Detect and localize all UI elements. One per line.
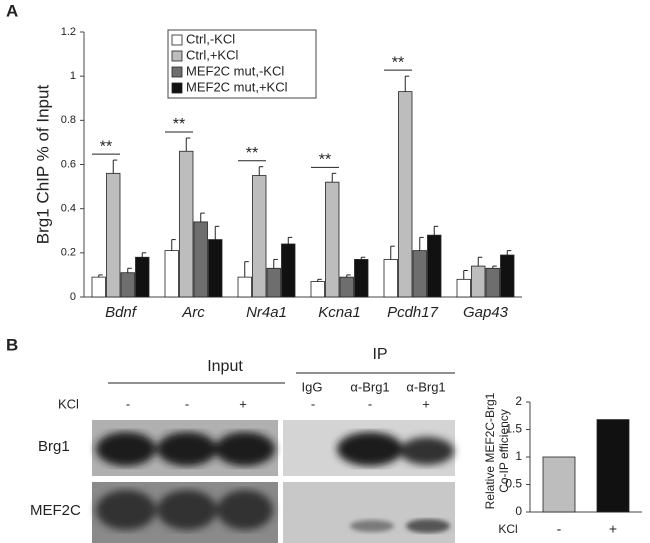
y-tick-label: 0 <box>515 504 522 518</box>
kcl-mark: + <box>239 396 247 411</box>
bar <box>383 259 398 298</box>
legend-box <box>167 29 317 99</box>
legend-swatch <box>171 82 183 94</box>
blot-image <box>92 420 455 543</box>
lane-label: α-Brg1 <box>406 379 445 394</box>
kcl-mark: - <box>185 396 189 411</box>
kcl-mark: - <box>126 396 130 411</box>
y-tick-label: 1 <box>70 70 76 82</box>
significance-label: ** <box>173 116 185 133</box>
panel-label: A <box>6 1 18 20</box>
kcl-mark: - <box>311 396 315 411</box>
bar <box>456 278 471 298</box>
bar <box>179 150 194 298</box>
bar <box>193 221 208 298</box>
y-axis-label: Relative MEF2C-Brg1 <box>483 392 497 509</box>
bar <box>252 175 267 298</box>
legend-label: MEF2C mut,+KCl <box>186 79 288 94</box>
y-tick-label: 1 <box>515 449 522 463</box>
lane-labels: IgG α-Brg1 α-Brg1 KCl - - + - - + <box>58 379 446 411</box>
y-axis-label: Brg1 ChIP % of Input <box>33 85 52 245</box>
x-axis-label: KCl <box>498 522 517 536</box>
input-label: Input <box>207 358 243 375</box>
bar <box>500 254 515 298</box>
significance-label: ** <box>100 138 112 155</box>
bar <box>485 267 500 298</box>
lane-label: α-Brg1 <box>350 379 389 394</box>
bar <box>237 276 252 298</box>
significance-label: ** <box>392 54 404 71</box>
x-tick-label: Arc <box>181 304 205 321</box>
legend-swatch <box>171 50 183 62</box>
kcl-mark: + <box>422 396 430 411</box>
legend-swatch <box>171 66 183 78</box>
legend-label: Ctrl,+KCl <box>186 47 238 62</box>
bar <box>208 239 223 298</box>
y-tick-label: 2 <box>515 394 522 408</box>
lane-label: IgG <box>302 379 323 394</box>
bar <box>91 276 106 298</box>
y-tick-label: 0.4 <box>61 203 76 215</box>
x-tick-label: + <box>609 521 617 537</box>
significance-label: ** <box>246 145 258 162</box>
ip-label: IP <box>372 346 387 363</box>
band-label: MEF2C <box>30 502 81 519</box>
bar <box>412 250 427 298</box>
y-tick-label: 0 <box>70 291 76 303</box>
bar <box>106 172 121 298</box>
band-label: Brg1 <box>38 438 70 455</box>
legend-label: MEF2C mut,-KCl <box>186 63 284 78</box>
y-tick-label: 0.5 <box>505 477 522 491</box>
bar <box>120 272 135 298</box>
bar <box>542 456 576 513</box>
bar <box>339 276 354 298</box>
bar <box>164 250 179 298</box>
x-tick-label: Kcna1 <box>318 304 361 321</box>
panel-label: B <box>6 335 18 354</box>
kcl-mark: - <box>368 396 372 411</box>
bar <box>398 91 413 298</box>
y-tick-label: 1.2 <box>61 26 76 38</box>
bar <box>281 243 296 298</box>
legend-swatch <box>171 34 183 46</box>
bar <box>427 234 442 298</box>
bar <box>135 256 150 298</box>
y-tick-label: 0.8 <box>61 114 76 126</box>
row-label: KCl <box>58 396 79 411</box>
bar <box>266 267 281 298</box>
x-tick-label: - <box>557 521 562 537</box>
x-tick-label: Nr4a1 <box>246 304 287 321</box>
significance-label: ** <box>319 152 331 169</box>
bar <box>471 265 486 298</box>
y-axis-label: Co-IP efficiency <box>497 409 511 493</box>
bar <box>325 181 340 298</box>
y-tick-label: 0.6 <box>61 158 76 170</box>
legend-label: Ctrl,-KCl <box>186 31 235 46</box>
x-tick-label: Gap43 <box>463 304 509 321</box>
x-tick-label: Bdnf <box>105 304 138 321</box>
bar <box>596 419 630 513</box>
blot-header: Input IP <box>108 346 455 384</box>
bar <box>354 259 369 298</box>
x-tick-label: Pcdh17 <box>387 304 439 321</box>
y-tick-label: 1.5 <box>505 422 522 436</box>
y-tick-label: 0.2 <box>61 247 76 259</box>
bar <box>310 281 325 298</box>
